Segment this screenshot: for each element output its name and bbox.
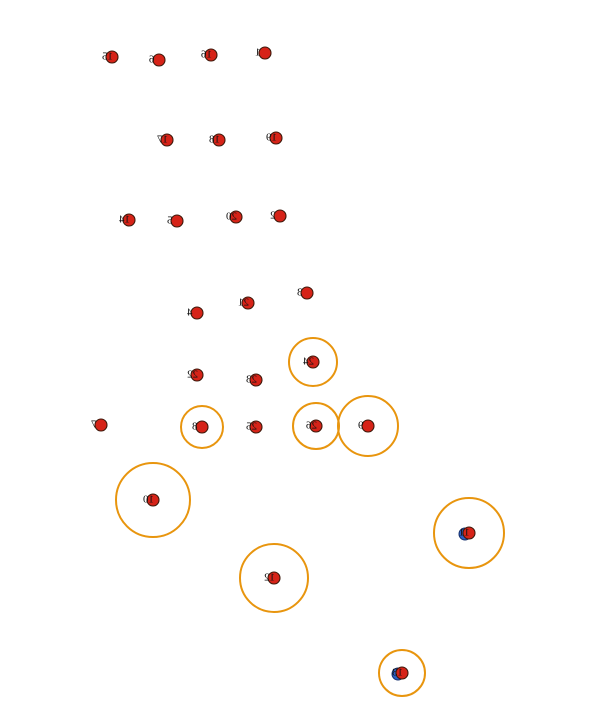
marker-dot[interactable] (269, 131, 283, 145)
marker-label: 7 (91, 419, 97, 431)
marker-label: 26 (306, 420, 318, 432)
marker-dot[interactable] (306, 355, 320, 369)
marker-label: 23 (246, 374, 258, 386)
marker-dot[interactable] (190, 368, 204, 382)
marker-label: 14 (119, 214, 131, 226)
marker-dot[interactable] (361, 419, 375, 433)
highlight-circle (239, 543, 309, 613)
marker-label: 22 (187, 369, 198, 381)
highlight-circle (180, 405, 224, 449)
marker-label: 5 (167, 215, 173, 227)
marker-dot[interactable] (395, 666, 409, 680)
marker-dot[interactable] (105, 50, 119, 64)
marker-layer (94, 46, 476, 680)
marker-label: 6 (149, 54, 155, 66)
highlight-circle (115, 462, 191, 538)
marker-label: 11 (459, 527, 470, 539)
marker-dot[interactable] (249, 420, 263, 434)
marker-label: 18 (209, 134, 221, 146)
marker-label: 25 (246, 421, 258, 433)
highlight-circle (378, 649, 426, 697)
marker-dot[interactable] (195, 420, 209, 434)
marker-label: 17 (157, 134, 169, 146)
marker-label: 4 (187, 307, 193, 319)
marker-label: 21 (238, 297, 249, 309)
marker-dot[interactable] (309, 419, 323, 433)
marker-dot[interactable] (146, 493, 160, 507)
marker-dot[interactable] (122, 213, 136, 227)
marker-label: 2 (270, 210, 276, 222)
marker-label: 20 (226, 211, 238, 223)
marker-dot[interactable] (267, 571, 281, 585)
marker-dot[interactable] (241, 296, 255, 310)
marker-dot[interactable] (160, 133, 174, 147)
marker-dot[interactable] (204, 48, 218, 62)
marker-dot[interactable] (258, 46, 272, 60)
marker-label: 3 (297, 287, 303, 299)
marker-dot[interactable] (94, 418, 108, 432)
marker-dot[interactable] (462, 526, 476, 540)
marker-dot[interactable] (273, 209, 287, 223)
marker-dot[interactable] (170, 214, 184, 228)
marker-dot[interactable] (190, 306, 204, 320)
marker-dot[interactable] (249, 373, 263, 387)
marker-label: 1 (255, 47, 261, 59)
highlight-circle (292, 402, 340, 450)
marker-dot[interactable] (229, 210, 243, 224)
highlight-circle (288, 337, 338, 387)
marker-label: 24 (303, 356, 315, 368)
marker-label: 8 (192, 421, 198, 433)
marker-label: 12 (264, 572, 275, 584)
marker-label: 13 (392, 667, 404, 679)
marker-dot[interactable] (212, 133, 226, 147)
marker-label: 16 (201, 49, 213, 61)
marker-label: 15 (102, 51, 114, 63)
marker-dot[interactable] (152, 53, 166, 67)
highlight-circle (433, 497, 505, 569)
marker-label: 19 (266, 132, 278, 144)
marker-label: 10 (143, 494, 155, 506)
marker-dot[interactable] (300, 286, 314, 300)
highlight-circle-layer (115, 337, 505, 697)
marker-label: 9 (358, 420, 364, 432)
